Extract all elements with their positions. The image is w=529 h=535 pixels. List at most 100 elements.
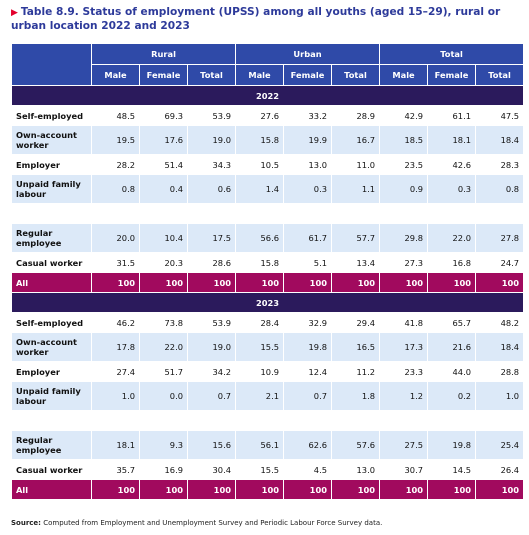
all-value-cell: 100 — [427, 479, 477, 500]
value-cell: 51.7 — [139, 361, 188, 382]
value-cell — [330, 203, 381, 224]
value-cell — [139, 203, 188, 224]
value-cell: 18.4 — [475, 332, 525, 362]
table-title: ▶ Table 8.9. Status of employment (UPSS) … — [11, 6, 523, 33]
value-cell: 0.4 — [139, 174, 188, 204]
sub-header-urban-total: Total — [330, 64, 381, 86]
value-cell: 18.5 — [379, 125, 429, 155]
all-value-cell: 100 — [235, 479, 284, 500]
value-cell: 61.1 — [427, 105, 477, 126]
row-label: Regular employee — [11, 430, 92, 460]
row-label: Self-employed — [11, 312, 92, 333]
value-cell: 30.4 — [187, 459, 236, 480]
value-cell: 11.0 — [330, 154, 381, 175]
table-row: Own-account worker 17.8 22.0 19.0 15.5 19.8 16… — [11, 332, 525, 362]
value-cell: 73.8 — [139, 312, 188, 333]
value-cell: 2.1 — [235, 381, 284, 411]
all-value-cell: 100 — [139, 479, 188, 500]
value-cell: 31.5 — [91, 252, 140, 273]
value-cell: 0.7 — [187, 381, 236, 411]
value-cell: 56.1 — [235, 430, 284, 460]
group-header-rural: Rural — [91, 43, 236, 65]
group-header-row: Rural Urban Total — [11, 43, 525, 86]
value-cell: 5.1 — [283, 252, 332, 273]
value-cell: 15.8 — [235, 125, 284, 155]
value-cell: 13.0 — [283, 154, 332, 175]
value-cell: 44.0 — [427, 361, 477, 382]
value-cell: 46.2 — [91, 312, 140, 333]
all-value-cell: 100 — [475, 272, 525, 293]
source-label: Source: — [11, 519, 41, 527]
value-cell: 1.8 — [330, 381, 381, 411]
value-cell — [283, 410, 332, 431]
value-cell: 26.4 — [475, 459, 525, 480]
value-cell: 33.2 — [283, 105, 332, 126]
value-cell: 47.5 — [475, 105, 525, 126]
value-cell: 28.6 — [187, 252, 236, 273]
sub-header-total-female: Female — [427, 64, 477, 86]
row-label: Employer — [11, 361, 92, 382]
value-cell: 65.7 — [427, 312, 477, 333]
value-cell: 13.0 — [330, 459, 381, 480]
table-row: Self-employed 46.2 73.8 53.9 28.4 32.9 29.4 41.… — [11, 312, 525, 333]
value-cell: 12.4 — [283, 361, 332, 382]
sub-header-total-male: Male — [379, 64, 429, 86]
row-label: Own-account worker — [11, 125, 92, 155]
group-header-total: Total — [379, 43, 525, 65]
table-row: Employer 27.4 51.7 34.2 10.9 12.4 11.2 23.3 44.0… — [11, 361, 525, 382]
spacer-row — [11, 203, 525, 224]
value-cell: 29.8 — [379, 223, 429, 253]
value-cell: 22.0 — [139, 332, 188, 362]
value-cell: 16.5 — [330, 332, 381, 362]
source-note: Source: Computed from Employment and Une… — [11, 519, 382, 527]
table-title-text: Table 8.9. Status of employment (UPSS) a… — [11, 6, 501, 32]
value-cell: 15.5 — [235, 332, 284, 362]
value-cell: 23.5 — [379, 154, 429, 175]
row-label: Regular employee — [11, 223, 92, 253]
value-cell: 62.6 — [283, 430, 332, 460]
all-value-cell: 100 — [283, 272, 332, 293]
all-value-cell: 100 — [187, 479, 236, 500]
all-value-cell: 100 — [187, 272, 236, 293]
value-cell: 28.9 — [330, 105, 381, 126]
sub-header-urban-female: Female — [283, 64, 332, 86]
sub-header-urban-male: Male — [235, 64, 284, 86]
row-label — [11, 410, 92, 431]
value-cell — [187, 410, 236, 431]
value-cell: 0.3 — [427, 174, 477, 204]
value-cell: 57.7 — [330, 223, 381, 253]
value-cell: 27.3 — [379, 252, 429, 273]
value-cell: 13.4 — [330, 252, 381, 273]
value-cell — [379, 410, 429, 431]
year-label: 2022 — [10, 85, 525, 106]
value-cell: 20.3 — [139, 252, 188, 273]
row-label: Own-account worker — [11, 332, 92, 362]
value-cell: 28.2 — [91, 154, 140, 175]
table-row: Regular employee 20.0 10.4 17.5 56.6 61.7 57.7… — [11, 223, 525, 253]
row-label: Casual worker — [11, 459, 92, 480]
value-cell: 19.8 — [427, 430, 477, 460]
value-cell: 28.4 — [235, 312, 284, 333]
all-value-cell: 100 — [475, 479, 525, 500]
value-cell: 42.6 — [427, 154, 477, 175]
value-cell: 25.4 — [475, 430, 525, 460]
year-label: 2023 — [10, 292, 525, 313]
value-cell: 16.7 — [330, 125, 381, 155]
value-cell: 24.7 — [475, 252, 525, 273]
all-value-cell: 100 — [139, 272, 188, 293]
value-cell — [427, 410, 477, 431]
value-cell: 34.2 — [187, 361, 236, 382]
value-cell: 27.5 — [379, 430, 429, 460]
value-cell: 19.0 — [187, 332, 236, 362]
value-cell: 53.9 — [187, 312, 236, 333]
value-cell: 32.9 — [283, 312, 332, 333]
value-cell: 0.9 — [379, 174, 429, 204]
all-value-cell: 100 — [379, 479, 429, 500]
spacer-row — [11, 410, 525, 431]
group-header-urban: Urban — [234, 43, 381, 65]
value-cell: 0.3 — [283, 174, 332, 204]
value-cell: 51.4 — [139, 154, 188, 175]
value-cell: 1.1 — [330, 174, 381, 204]
row-label: Employer — [11, 154, 92, 175]
